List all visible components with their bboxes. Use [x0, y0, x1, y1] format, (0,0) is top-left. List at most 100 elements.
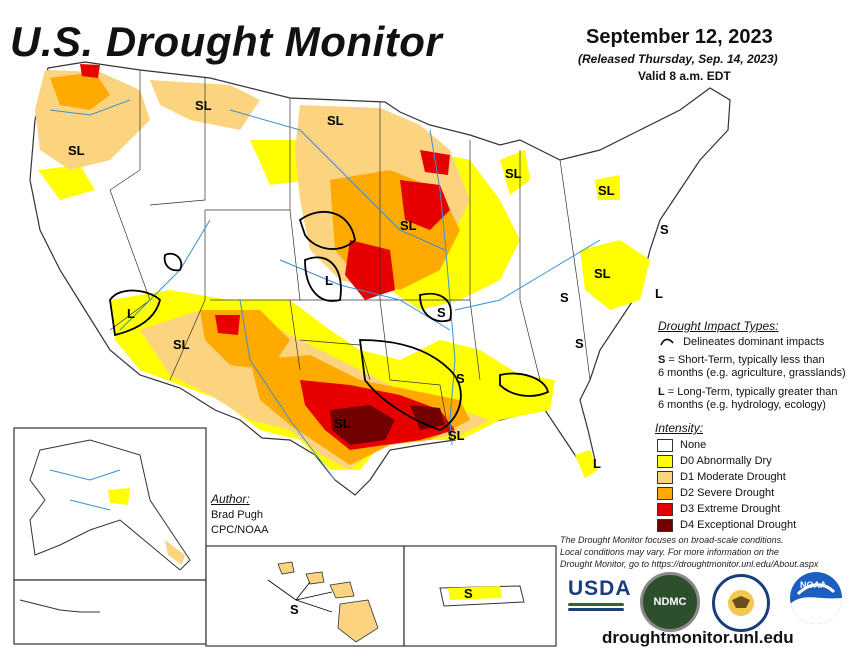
note-line-2: Local conditions may vary. For more info…: [560, 547, 779, 557]
d0-wyoming: [250, 140, 310, 185]
label-mi: SL: [505, 166, 522, 181]
note-line-3: Drought Monitor, go to https://droughtmo…: [560, 559, 819, 569]
legend-item: D3 Extreme Drought: [657, 502, 780, 516]
legend-label: None: [680, 439, 707, 451]
site-url[interactable]: droughtmonitor.unl.edu: [602, 628, 794, 647]
label-pr: S: [464, 586, 473, 601]
alaska-shape: [29, 439, 191, 571]
label-nd: SL: [327, 113, 344, 128]
label-az: L: [127, 306, 135, 321]
label-ia: SL: [400, 218, 417, 233]
label-nm: SL: [173, 337, 190, 352]
impact-long-term: L = Long-Term, typically greater than 6 …: [658, 386, 837, 412]
label-ms: S: [456, 371, 465, 386]
label-ks: L: [325, 273, 333, 288]
rio-grande: [239, 299, 336, 481]
label-wa: SL: [68, 143, 85, 158]
noaa-logo: NOAA: [790, 572, 842, 624]
label-va: SL: [594, 266, 611, 281]
usda-logo-text: USDA: [568, 577, 632, 600]
legend-item: D0 Abnormally Dry: [657, 454, 772, 468]
legend-item: D1 Moderate Drought: [657, 470, 786, 484]
d4-areas: [330, 405, 445, 445]
legend-label: D3 Extreme Drought: [680, 503, 781, 515]
hawaii-kauai: [277, 561, 295, 575]
commerce-logo: [712, 574, 770, 632]
hawaii-maui: [329, 581, 355, 599]
long-term-code: L: [658, 386, 665, 398]
release-date: (Released Thursday, Sep. 14, 2023): [578, 52, 778, 66]
legend-label: D2 Severe Drought: [680, 487, 775, 499]
label-ny: SL: [598, 183, 615, 198]
impact-types-title: Drought Impact Types:: [658, 319, 779, 333]
aleutian-inset-frame: [13, 579, 207, 645]
legend-item: D2 Severe Drought: [657, 486, 774, 500]
impact-boundaries: [109, 211, 550, 431]
columbia-river: [49, 99, 131, 116]
label-hi: S: [290, 602, 299, 617]
impact-short-term: S = Short-Term, typically less than 6 mo…: [658, 354, 846, 380]
d3-nw-corner: [80, 64, 100, 78]
disclaimer-note: The Drought Monitor focuses on broad-sca…: [560, 534, 850, 570]
intensity-title: Intensity:: [655, 421, 704, 435]
puerto-rico-d0: [448, 586, 502, 600]
d0-nw: [38, 165, 95, 200]
d0-florida: [575, 450, 598, 478]
eagle-icon: [728, 590, 754, 616]
impact-labels: SL SL SL SL SL SL L S S SL S L S L SL SL…: [68, 98, 669, 617]
label-nc: S: [560, 290, 569, 305]
legend-label: D1 Moderate Drought: [680, 471, 786, 483]
hawaii-oahu: [305, 571, 325, 585]
d0-michigan: [500, 150, 530, 195]
legend-swatch-d1: [657, 470, 673, 484]
hawaii-impact-leaders: [267, 579, 333, 613]
d4-louisiana: [410, 405, 445, 430]
impact-line-icon: [660, 338, 674, 346]
colorado-river: [119, 219, 211, 331]
map-title: U.S. Drought Monitor: [10, 18, 443, 65]
mississippi-river: [429, 129, 456, 446]
author-block: Brad Pugh CPC/NOAA: [211, 508, 268, 538]
impact-delineates-text: Delineates dominant impacts: [683, 336, 825, 348]
aleutian-islands: [19, 599, 100, 613]
valid-time: Valid 8 a.m. EDT: [638, 69, 731, 83]
hawaii-big-island: [337, 599, 379, 643]
legend-swatch-d0: [657, 454, 673, 468]
legend-item: None: [657, 438, 706, 452]
author-name: Brad Pugh: [211, 509, 263, 521]
usda-logo: USDA: [568, 577, 632, 618]
legend-swatch-none: [657, 438, 673, 452]
long-term-text2: 6 months (e.g. hydrology, ecology): [658, 399, 826, 411]
d3-iowa-mn: [400, 180, 450, 230]
map-date: September 12, 2023: [586, 26, 773, 48]
alaska-rivers: [49, 469, 121, 511]
legend-swatch-d4: [657, 518, 673, 532]
label-mo: S: [437, 305, 446, 320]
legend-label: D0 Abnormally Dry: [680, 455, 772, 467]
legend-item: D4 Exceptional Drought: [657, 518, 796, 532]
d0-virginia: [580, 240, 650, 310]
label-fl: L: [593, 456, 601, 471]
label-mt: SL: [195, 98, 212, 113]
label-nj: S: [660, 222, 669, 237]
label-tx: SL: [334, 416, 351, 431]
noaa-logo-text: NOAA: [800, 580, 827, 590]
alaska-d0: [108, 488, 130, 505]
legend-label: D4 Exceptional Drought: [680, 519, 797, 531]
short-term-text2: 6 months (e.g. agriculture, grasslands): [658, 367, 846, 379]
label-sc: S: [575, 336, 584, 351]
short-term-code: S: [658, 354, 666, 366]
long-term-text: = Long-Term, typically greater than: [667, 386, 838, 398]
d3-kansas: [345, 240, 395, 300]
arkansas-river: [279, 259, 451, 331]
alaska-d1-se: [165, 540, 185, 565]
ohio-river: [454, 239, 601, 311]
d3-new-mexico: [215, 315, 240, 335]
legend-swatch-d2: [657, 486, 673, 500]
rivers: [49, 99, 601, 481]
label-de: L: [655, 286, 663, 301]
label-la: SL: [448, 428, 465, 443]
short-term-text: = Short-Term, typically less than: [668, 354, 825, 366]
hawaii-inset-frame: [205, 545, 405, 647]
